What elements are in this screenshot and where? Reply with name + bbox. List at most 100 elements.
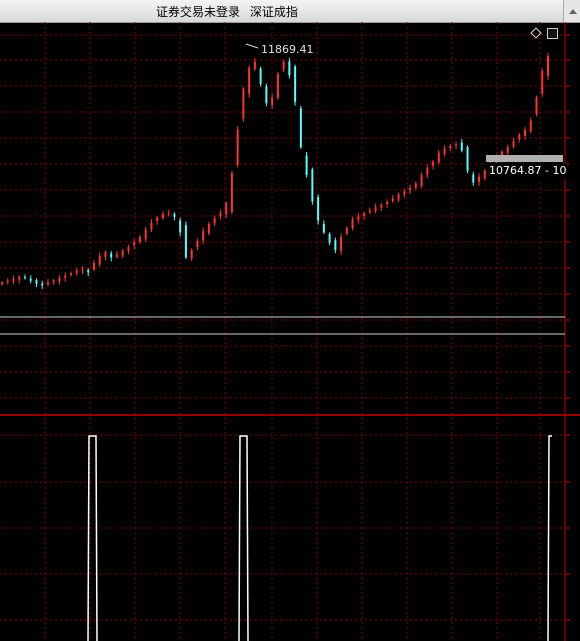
- candle-body: [455, 144, 458, 146]
- candle-body: [69, 273, 72, 275]
- candle-body: [98, 256, 101, 265]
- candle-body: [87, 270, 90, 273]
- candle-body: [1, 282, 3, 285]
- candle-body: [23, 277, 26, 279]
- candle-body: [196, 241, 199, 248]
- candle-body: [271, 97, 274, 106]
- candle-body: [190, 250, 193, 259]
- candle-body: [478, 176, 481, 182]
- candle-body: [535, 97, 538, 114]
- candle-body: [150, 222, 153, 229]
- candle-body: [443, 148, 446, 154]
- peak-marker: [245, 43, 259, 49]
- candle-body: [58, 277, 61, 282]
- candle-body: [368, 210, 371, 213]
- candle-body: [230, 173, 233, 213]
- indicator-spike: [87, 435, 98, 641]
- candle-body: [397, 194, 400, 200]
- candle-body: [328, 234, 331, 243]
- candle-body: [299, 108, 302, 148]
- scroll-up-button[interactable]: [563, 0, 580, 22]
- candle-body: [248, 67, 251, 94]
- candle-body: [518, 134, 521, 140]
- candle-body: [75, 270, 78, 274]
- candle-body: [115, 254, 118, 257]
- candle-body: [288, 61, 291, 76]
- candle-body: [414, 183, 417, 188]
- candle-body: [92, 262, 95, 270]
- window-restore-icon[interactable]: [547, 28, 558, 39]
- title-bar: 证券交易未登录 深证成指: [0, 0, 580, 23]
- candle-body: [506, 147, 509, 154]
- candle-body: [213, 218, 216, 224]
- candle-body: [161, 213, 164, 219]
- candle-body: [81, 269, 84, 271]
- candle-body: [391, 198, 394, 202]
- candle-body: [386, 201, 389, 205]
- candle-body: [305, 155, 308, 176]
- candle-body: [236, 129, 239, 165]
- diamond-icon[interactable]: [531, 28, 540, 37]
- window-title: 证券交易未登录 深证成指: [156, 3, 304, 20]
- candle-body: [52, 280, 55, 283]
- candle-body: [121, 250, 124, 256]
- candle-body: [345, 227, 348, 234]
- candle-body: [334, 240, 337, 251]
- candle-body: [547, 56, 549, 76]
- candle-body: [420, 175, 423, 187]
- candle-body: [357, 216, 360, 221]
- candle-body: [133, 242, 136, 246]
- candle-body: [322, 223, 325, 233]
- candle-body: [138, 236, 141, 243]
- candle-body: [41, 283, 44, 286]
- candle-body: [127, 247, 130, 251]
- candle-body: [64, 275, 67, 278]
- candle-body: [6, 280, 9, 282]
- candle-body: [409, 188, 412, 191]
- candle-body: [184, 225, 187, 258]
- candle-body: [110, 253, 113, 258]
- candle-body: [437, 152, 440, 163]
- candle-body: [12, 278, 15, 282]
- candle-body: [259, 68, 262, 85]
- login-status: 证券交易未登录: [156, 5, 241, 19]
- candle-body: [156, 217, 159, 222]
- candle-body: [340, 236, 343, 252]
- candle-body: [512, 141, 515, 147]
- candle-body: [466, 147, 469, 171]
- candle-body: [529, 120, 532, 132]
- candle-body: [282, 62, 285, 70]
- candle-body: [380, 204, 383, 208]
- index-name: 深证成指: [249, 5, 298, 19]
- candle-body: [18, 276, 21, 280]
- candle-body: [460, 142, 463, 151]
- candle-body: [317, 197, 320, 221]
- candle-body: [276, 73, 279, 98]
- candle-body: [472, 174, 475, 183]
- candle-body: [432, 161, 435, 166]
- candle-body: [524, 129, 527, 136]
- candle-body: [179, 220, 182, 233]
- candle-body: [173, 214, 176, 217]
- candle-body: [104, 252, 107, 258]
- candle-body: [351, 219, 354, 229]
- candle-body: [144, 229, 147, 240]
- peak-price-label: 11869.41: [261, 43, 314, 56]
- candle-body: [265, 86, 268, 104]
- candle-body: [167, 213, 170, 215]
- candle-body: [35, 280, 38, 284]
- kline-chart[interactable]: [0, 22, 580, 641]
- candle-body: [449, 145, 452, 149]
- candle-body: [541, 70, 544, 94]
- candle-body: [294, 66, 297, 102]
- candle-body: [253, 61, 256, 70]
- indicator-spike: [547, 435, 552, 641]
- candle-body: [219, 213, 222, 217]
- candle-body: [225, 203, 228, 215]
- candle-body: [242, 88, 245, 119]
- candle-body: [311, 169, 314, 202]
- candle-body: [46, 282, 49, 285]
- candle-body: [426, 167, 429, 175]
- candle-body: [202, 230, 205, 241]
- price-tag-bar: [486, 155, 563, 162]
